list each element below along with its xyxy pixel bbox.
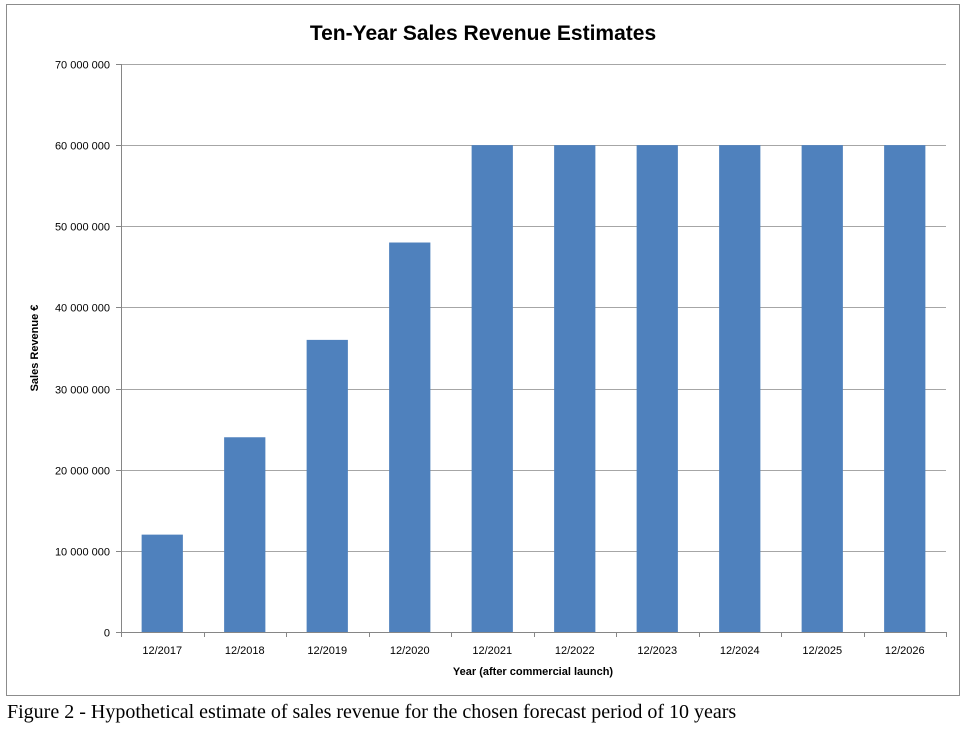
bar-12-2023 xyxy=(636,145,678,632)
figure-caption: Figure 2 - Hypothetical estimate of sale… xyxy=(7,701,737,723)
y-tick-label: 30 000 000 xyxy=(55,385,110,397)
bar-12-2021 xyxy=(471,145,513,632)
x-tick-label: 12/2020 xyxy=(390,645,430,657)
x-tick-label: 12/2022 xyxy=(555,645,595,657)
y-tick-label: 40 000 000 xyxy=(55,303,110,315)
bar-12-2017 xyxy=(141,534,183,632)
bar-12-2022 xyxy=(554,145,596,632)
bar-chart: Ten-Year Sales Revenue Estimates 0 10 000… xyxy=(29,22,947,678)
y-tick-labels: 0 10 000 000 20 000 000 30 000 000 40 000 00… xyxy=(55,60,110,640)
bars xyxy=(141,145,926,632)
chart-title: Ten-Year Sales Revenue Estimates xyxy=(310,22,656,45)
x-axis-label: Year (after commercial launch) xyxy=(453,666,614,678)
x-tick-label: 12/2019 xyxy=(307,645,347,657)
y-tick-label: 20 000 000 xyxy=(55,466,110,478)
x-tick-label: 12/2023 xyxy=(637,645,677,657)
x-tick-label: 12/2021 xyxy=(472,645,512,657)
x-tick-label: 12/2024 xyxy=(720,645,760,657)
bar-12-2018 xyxy=(224,437,266,632)
bar-12-2024 xyxy=(719,145,761,632)
y-axis-label: Sales Revenue € xyxy=(29,305,41,392)
y-tick-label: 70 000 000 xyxy=(55,60,110,72)
axes xyxy=(116,64,947,637)
x-tick-label: 12/2026 xyxy=(885,645,925,657)
bar-12-2025 xyxy=(801,145,843,632)
x-tick-label: 12/2025 xyxy=(802,645,842,657)
bar-12-2019 xyxy=(306,339,348,632)
y-tick-label: 60 000 000 xyxy=(55,141,110,153)
bar-12-2026 xyxy=(884,145,926,632)
x-tick-label: 12/2018 xyxy=(225,645,265,657)
y-tick-label: 10 000 000 xyxy=(55,547,110,559)
y-tick-label: 50 000 000 xyxy=(55,222,110,234)
x-tick-label: 12/2017 xyxy=(142,645,182,657)
x-tick-labels: 12/2017 12/2018 12/2019 12/2020 12/2021 12/20… xyxy=(142,645,924,657)
bar-12-2020 xyxy=(389,242,431,632)
y-tick-label: 0 xyxy=(104,628,110,640)
